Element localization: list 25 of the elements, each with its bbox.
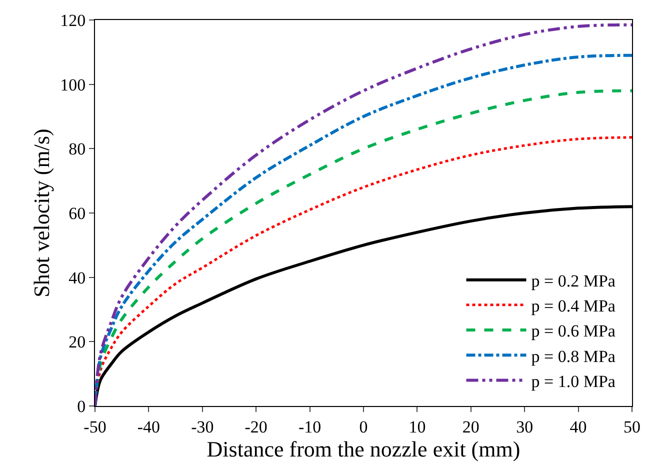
x-tick-label: -50 — [84, 417, 106, 436]
x-tick-label: 10 — [408, 417, 426, 436]
legend-label: p = 1.0 MPa — [531, 372, 616, 391]
legend-label: p = 0.2 MPa — [531, 271, 616, 290]
y-tick-label: 60 — [68, 204, 86, 223]
y-tick-label: 40 — [68, 268, 86, 288]
x-tick-label: 30 — [516, 417, 534, 436]
x-tick-label: 0 — [359, 417, 368, 436]
x-tick-label: -10 — [298, 417, 322, 436]
x-tick-label: -40 — [137, 417, 160, 436]
y-tick-label: 120 — [60, 10, 86, 30]
y-axis-title: Shot velocity (m/s) — [28, 128, 54, 298]
y-tick-label: 100 — [60, 75, 86, 94]
y-tick-label: 20 — [68, 332, 86, 352]
y-tick-label: 80 — [68, 140, 86, 159]
legend-label: p = 0.8 MPa — [531, 346, 616, 366]
legend-label: p = 0.6 MPa — [531, 322, 616, 341]
x-tick-label: 20 — [462, 417, 480, 436]
legend-label: p = 0.4 MPa — [531, 296, 616, 316]
x-tick-label: 40 — [570, 417, 587, 436]
x-tick-label: 50 — [624, 417, 640, 436]
x-tick-label: -20 — [244, 417, 268, 436]
x-axis-title: Distance from the nozzle exit (mm) — [206, 436, 520, 462]
y-tick-label: 0 — [77, 396, 86, 416]
x-tick-label: -30 — [191, 417, 214, 436]
